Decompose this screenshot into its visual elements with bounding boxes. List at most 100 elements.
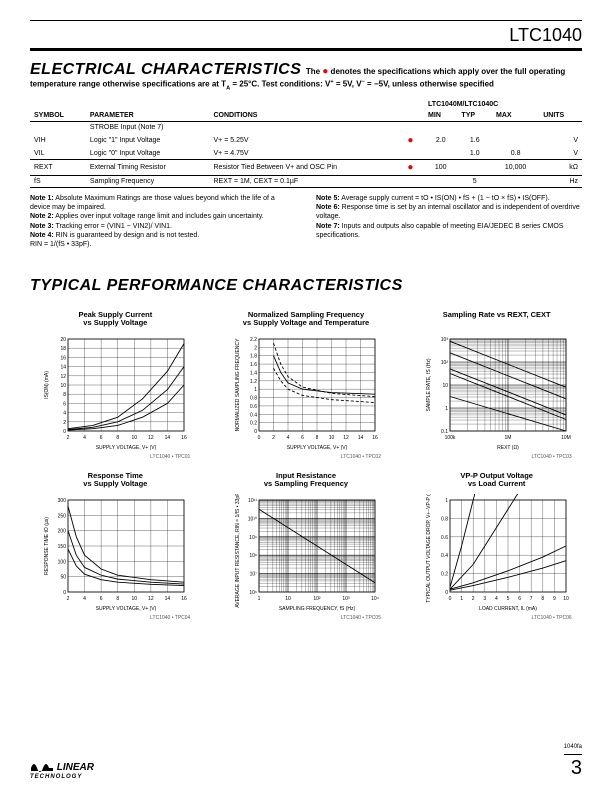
svg-text:10³: 10³ bbox=[342, 596, 350, 602]
note-line: Note 4: RIN is guaranteed by design and … bbox=[30, 231, 296, 240]
top-rule bbox=[30, 20, 582, 21]
svg-text:5: 5 bbox=[506, 596, 509, 602]
svg-text:250: 250 bbox=[58, 513, 67, 519]
table-cell: VIH bbox=[30, 133, 86, 148]
svg-text:10³: 10³ bbox=[440, 337, 448, 343]
lt-logo: LINEAR TECHNOLOGY bbox=[30, 758, 94, 780]
table-cell bbox=[424, 122, 457, 134]
footer-code: 1040fa bbox=[564, 744, 582, 750]
svg-text:150: 150 bbox=[58, 544, 67, 550]
svg-text:SAMPLING FREQUENCY, fS (Hz): SAMPLING FREQUENCY, fS (Hz) bbox=[279, 606, 356, 612]
svg-text:8: 8 bbox=[64, 392, 67, 398]
svg-text:10⁷: 10⁷ bbox=[250, 571, 258, 577]
table-row: VIHLogic "1" Input VoltageV+ = 5.25V●2.0… bbox=[30, 133, 582, 148]
table-cell: 5 bbox=[457, 176, 492, 188]
th-symbol: SYMBOL bbox=[30, 110, 86, 122]
svg-text:RESPONSE TIME tO (µs): RESPONSE TIME tO (µs) bbox=[44, 517, 50, 575]
note-line: Note 5: Average supply current = tO • IS… bbox=[316, 194, 582, 203]
note-line: Note 2: Applies over input voltage range… bbox=[30, 212, 296, 221]
svg-text:4: 4 bbox=[495, 596, 498, 602]
table-row: VILLogic "0" Input VoltageV+ = 4.75V1.00… bbox=[30, 148, 582, 160]
chart-title: VP-P Output Voltagevs Load Current bbox=[460, 472, 533, 490]
thick-rule bbox=[30, 48, 582, 51]
svg-text:1: 1 bbox=[445, 498, 448, 504]
svg-text:50: 50 bbox=[61, 574, 67, 580]
table-cell: V+ = 4.75V bbox=[210, 148, 404, 160]
svg-text:AVERAGE INPUT RESISTANCE, RIN: AVERAGE INPUT RESISTANCE, RIN = 1/fS • 3… bbox=[235, 494, 241, 608]
table-cell bbox=[457, 160, 492, 176]
svg-text:0.2: 0.2 bbox=[441, 571, 448, 577]
table-cell: V bbox=[539, 148, 582, 160]
table-cell bbox=[492, 122, 539, 134]
svg-text:16: 16 bbox=[182, 596, 188, 602]
th-dot bbox=[403, 110, 424, 122]
part-number: LTC1040 bbox=[30, 25, 582, 46]
svg-text:2: 2 bbox=[67, 596, 70, 602]
svg-text:7: 7 bbox=[529, 596, 532, 602]
svg-text:10: 10 bbox=[563, 596, 569, 602]
svg-text:6: 6 bbox=[301, 435, 304, 441]
table-cell bbox=[539, 122, 582, 134]
table-cell bbox=[403, 176, 424, 188]
svg-text:10M: 10M bbox=[561, 435, 571, 441]
table-cell: Logic "1" Input Voltage bbox=[86, 133, 210, 148]
svg-text:0: 0 bbox=[254, 429, 257, 435]
svg-text:200: 200 bbox=[58, 528, 67, 534]
chart-title: Response Timevs Supply Voltage bbox=[83, 472, 147, 490]
chart: Response Timevs Supply Voltage2468101214… bbox=[30, 472, 201, 621]
svg-text:0: 0 bbox=[64, 429, 67, 435]
chart-svg: 11010²10³10⁴10⁶10⁷10⁸10⁹10¹⁰10¹¹SAMPLING… bbox=[231, 494, 381, 614]
table-cell: 100 bbox=[424, 160, 457, 176]
table-cell: fS bbox=[30, 176, 86, 188]
logo-tech: TECHNOLOGY bbox=[30, 774, 82, 780]
note-line: Note 1: Absolute Maximum Ratings are tho… bbox=[30, 194, 296, 212]
svg-text:8: 8 bbox=[117, 435, 120, 441]
svg-text:12: 12 bbox=[343, 435, 349, 441]
chart: Peak Supply Currentvs Supply Voltage2468… bbox=[30, 311, 201, 460]
note-line: Note 7: Inputs and outputs also capable … bbox=[316, 222, 582, 240]
section2-title: TYPICAL PERFORMANCE CHARACTERISTICS bbox=[30, 277, 403, 294]
svg-text:0: 0 bbox=[445, 590, 448, 596]
note-line: RIN = 1/(fS • 33pF). bbox=[30, 240, 296, 249]
chart-title: Input Resistancevs Sampling Frequency bbox=[264, 472, 348, 490]
wave-icon bbox=[30, 758, 54, 772]
chart: Input Resistancevs Sampling Frequency110… bbox=[221, 472, 392, 621]
svg-text:LOAD CURRENT, IL (mA): LOAD CURRENT, IL (mA) bbox=[479, 606, 537, 612]
svg-text:1: 1 bbox=[460, 596, 463, 602]
chart: Sampling Rate vs REXT, CEXT100k1M10M0.11… bbox=[411, 311, 582, 460]
svg-text:12: 12 bbox=[148, 596, 154, 602]
svg-text:0.8: 0.8 bbox=[441, 516, 448, 522]
svg-text:8: 8 bbox=[117, 596, 120, 602]
table-cell bbox=[30, 122, 86, 134]
svg-text:4: 4 bbox=[64, 410, 67, 416]
svg-text:10⁸: 10⁸ bbox=[249, 553, 257, 559]
chart-refcode: LTC1040 • TPC06 bbox=[422, 615, 572, 621]
table-cell: 1.6 bbox=[457, 133, 492, 148]
table-cell bbox=[492, 176, 539, 188]
svg-text:14: 14 bbox=[61, 364, 67, 370]
svg-text:10²: 10² bbox=[313, 596, 321, 602]
spec-dot-icon: ● bbox=[322, 66, 328, 77]
table-cell: Hz bbox=[539, 176, 582, 188]
svg-text:0.1: 0.1 bbox=[441, 429, 448, 435]
footer-rule bbox=[564, 754, 582, 755]
th-cond: CONDITIONS bbox=[210, 110, 404, 122]
svg-text:16: 16 bbox=[182, 435, 188, 441]
section-electrical: ELECTRICAL CHARACTERISTICS The ● denotes… bbox=[30, 61, 582, 91]
spec-table: LTC1040M/LTC1040C SYMBOL PARAMETER CONDI… bbox=[30, 99, 582, 188]
table-row: REXTExternal Timing ResistorResistor Tie… bbox=[30, 160, 582, 176]
chart-refcode: LTC1040 • TPC03 bbox=[422, 454, 572, 460]
svg-text:0: 0 bbox=[448, 596, 451, 602]
chart-refcode: LTC1040 • TPC05 bbox=[231, 615, 381, 621]
svg-text:10: 10 bbox=[61, 383, 67, 389]
table-cell: VIL bbox=[30, 148, 86, 160]
table-cell: 2.0 bbox=[424, 133, 457, 148]
svg-text:10⁶: 10⁶ bbox=[249, 590, 257, 596]
th-max: MAX bbox=[492, 110, 539, 122]
th-min: MIN bbox=[424, 110, 457, 122]
svg-text:IS(ON) (mA): IS(ON) (mA) bbox=[44, 371, 50, 399]
table-cell: V bbox=[539, 133, 582, 148]
svg-text:16: 16 bbox=[61, 355, 67, 361]
table-cell bbox=[424, 148, 457, 160]
svg-text:10: 10 bbox=[285, 596, 291, 602]
